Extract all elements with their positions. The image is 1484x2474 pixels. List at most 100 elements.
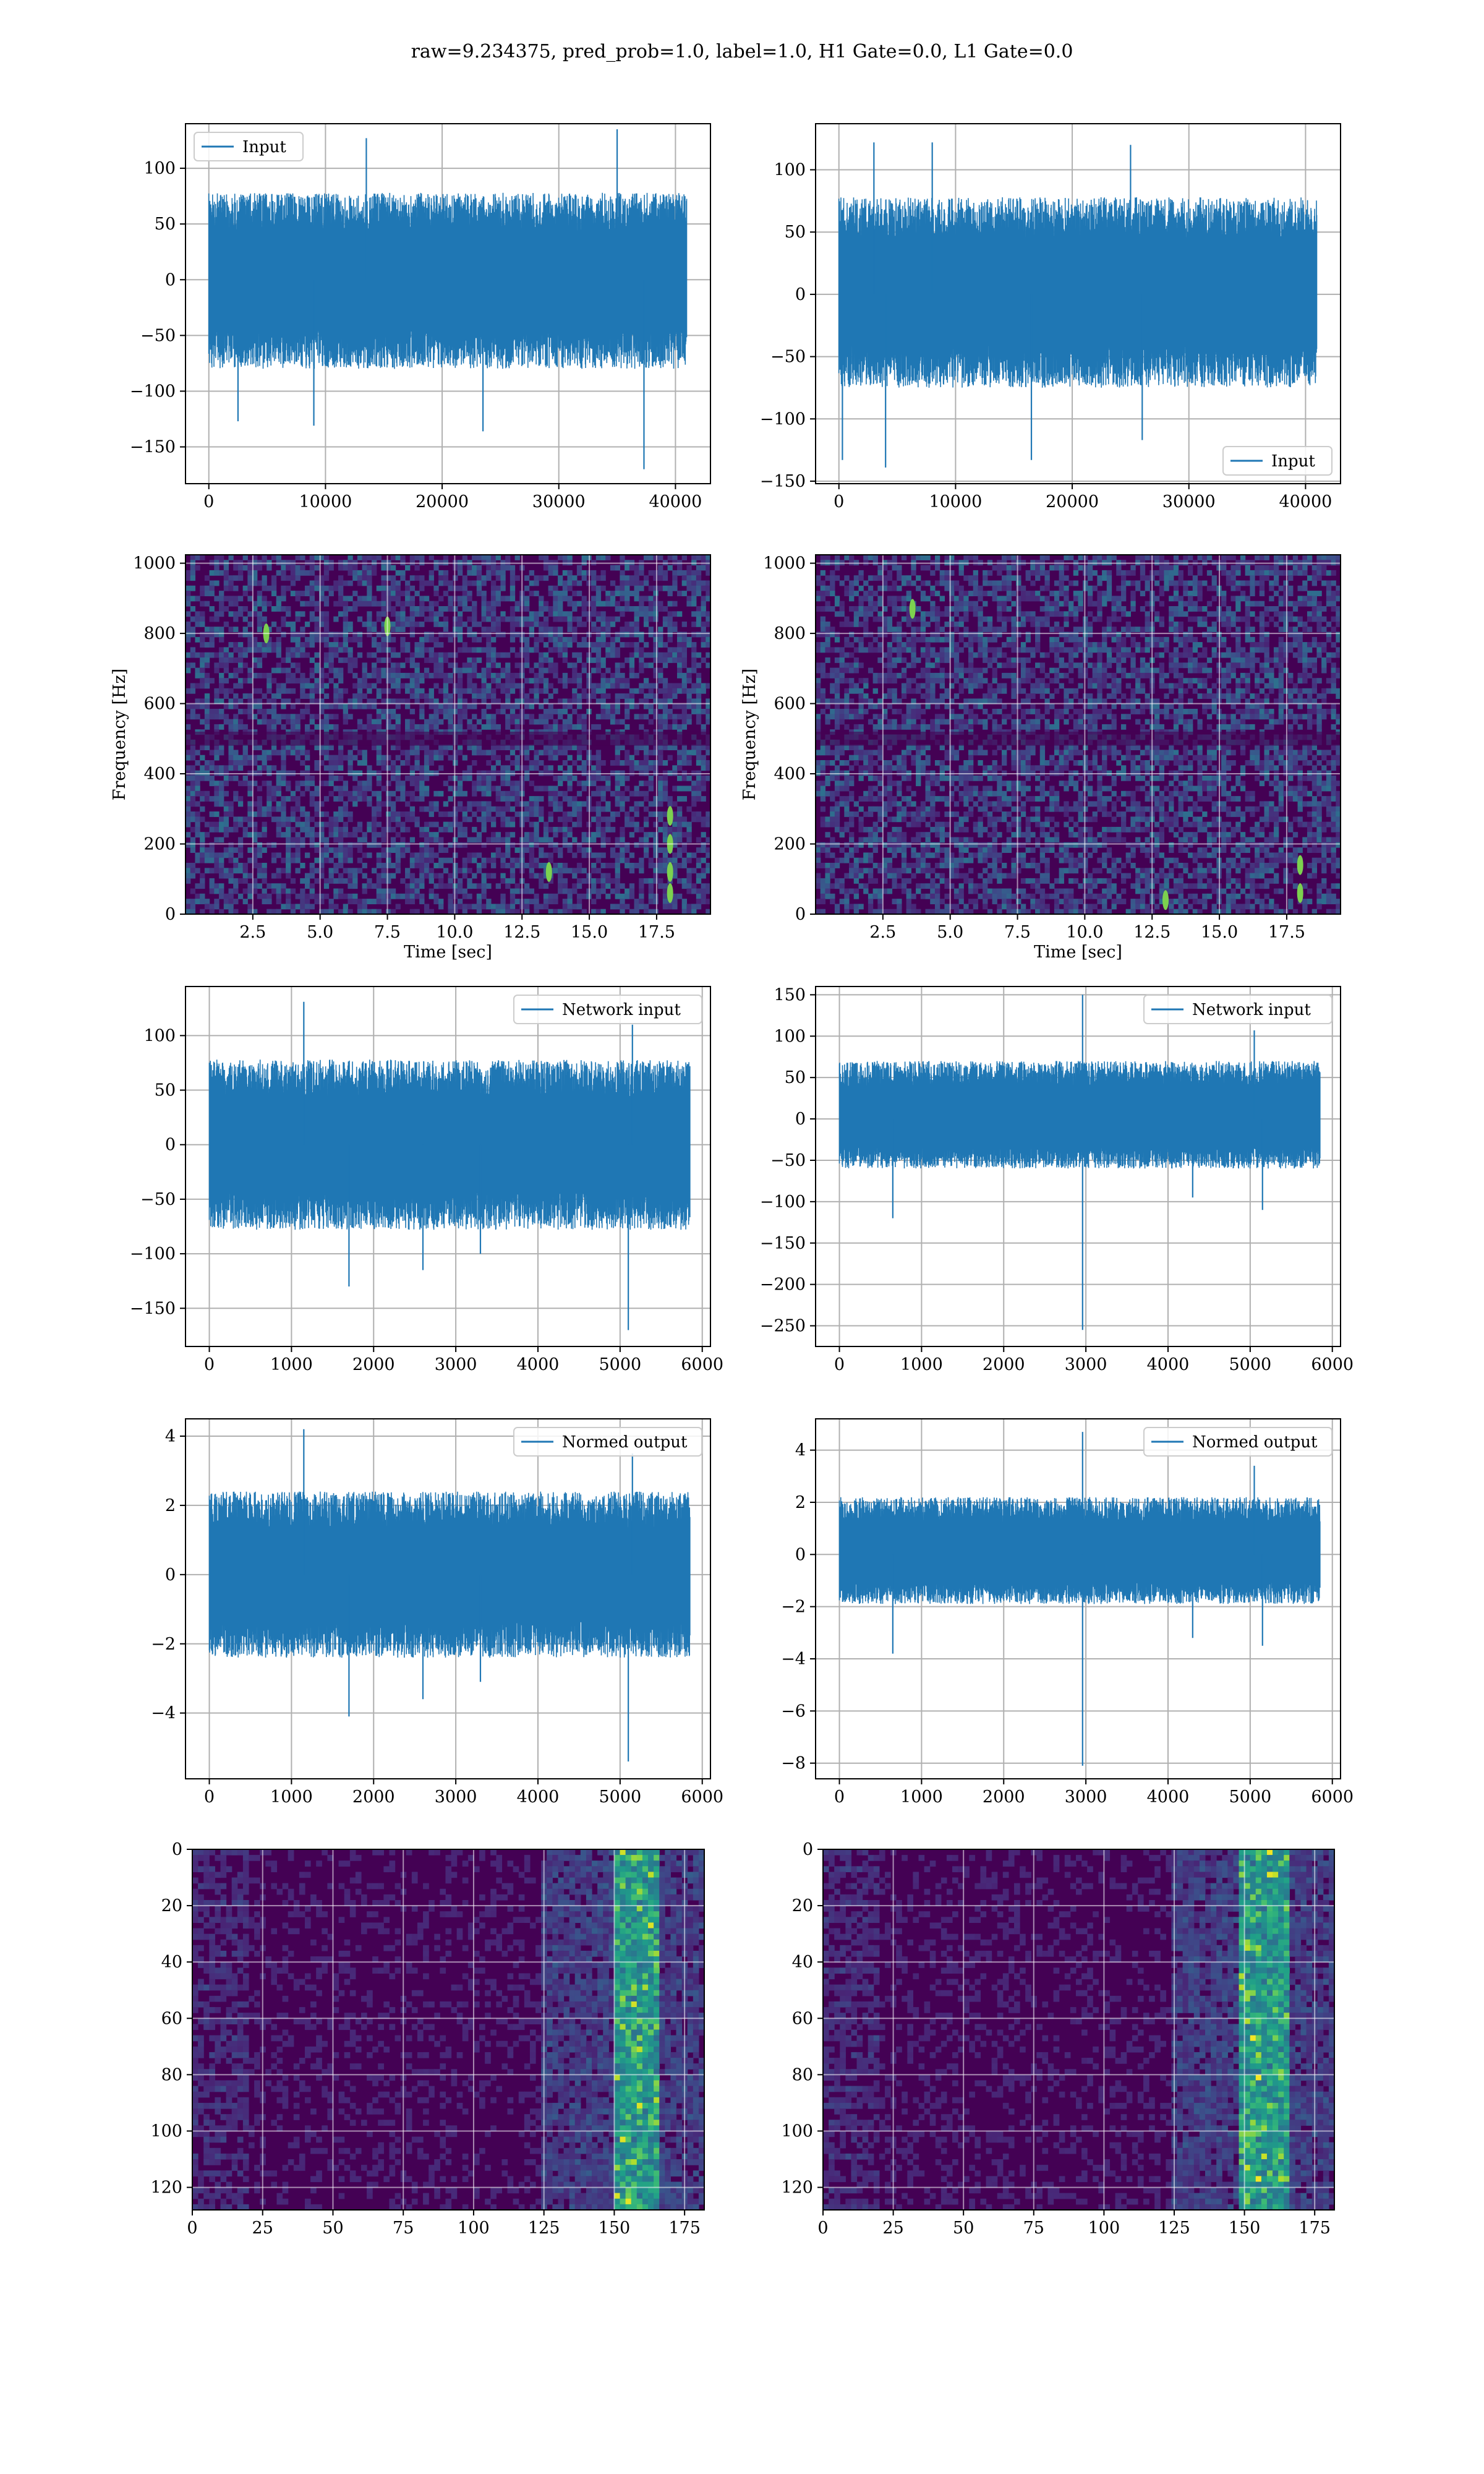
heatmap-cell <box>448 842 453 848</box>
heatmap-cell <box>1264 570 1269 576</box>
heatmap-cell <box>381 888 386 894</box>
heatmap-cell <box>639 842 644 848</box>
heatmap-cell <box>237 570 244 576</box>
heatmap-cell <box>319 750 325 756</box>
heatmap-cell <box>672 785 678 792</box>
heatmap-cell <box>381 698 386 704</box>
heatmap-cell <box>481 698 487 704</box>
heatmap-cell <box>281 801 286 807</box>
heatmap-cell <box>252 909 258 914</box>
heatmap-cell <box>314 893 320 899</box>
heatmap-cell <box>233 847 239 853</box>
heatmap-cell <box>333 904 339 910</box>
heatmap-cell <box>386 863 391 868</box>
heatmap-cell <box>357 616 363 622</box>
heatmap-cell <box>853 575 859 581</box>
heatmap-cell <box>481 601 487 607</box>
heatmap-cell <box>467 678 472 684</box>
heatmap-cell <box>438 703 444 709</box>
heatmap-cell <box>600 760 606 766</box>
heatmap-cell <box>490 585 497 591</box>
heatmap-cell <box>1130 570 1136 576</box>
heatmap-cell <box>615 636 620 643</box>
heatmap-cell <box>262 719 267 725</box>
heatmap-cell <box>214 826 220 833</box>
heatmap-cell <box>615 606 620 612</box>
heatmap-cell <box>524 806 530 812</box>
heatmap-cell <box>390 606 396 612</box>
heatmap-cell <box>595 775 602 781</box>
heatmap-cell <box>433 642 439 648</box>
heatmap-cell <box>581 575 587 581</box>
heatmap-cell <box>1269 570 1274 576</box>
heatmap-cell <box>629 606 635 612</box>
heatmap-cell <box>195 760 200 766</box>
heatmap-cell <box>490 755 497 761</box>
heatmap-cell <box>257 627 263 633</box>
heatmap-cell <box>390 714 396 720</box>
heatmap-cell <box>648 883 654 889</box>
heatmap-cell <box>1039 555 1046 560</box>
heatmap-cell <box>405 683 411 689</box>
heatmap-cell <box>419 847 425 853</box>
heatmap-cell <box>300 790 305 797</box>
heatmap-cell <box>701 857 706 863</box>
heatmap-cell <box>424 765 430 771</box>
heatmap-cell <box>648 719 654 725</box>
heatmap-cell <box>338 750 344 756</box>
heatmap-cell <box>424 909 430 914</box>
heatmap-cell <box>639 585 644 591</box>
heatmap-cell <box>505 832 511 838</box>
heatmap-cell <box>1097 555 1102 560</box>
heatmap-cell <box>223 904 229 910</box>
heatmap-cell <box>214 801 220 807</box>
heatmap-cell <box>386 909 391 914</box>
heatmap-cell <box>314 821 320 828</box>
heatmap-cell <box>190 775 196 781</box>
heatmap-cell <box>1102 570 1107 576</box>
heatmap-cell <box>581 785 587 792</box>
heatmap-cell <box>1078 565 1083 571</box>
heatmap-cell <box>462 775 467 781</box>
heatmap-cell <box>490 714 497 720</box>
heatmap-cell <box>233 821 239 828</box>
heatmap-cell <box>314 760 320 766</box>
heatmap-cell <box>672 555 678 560</box>
heatmap-cell <box>1044 575 1050 581</box>
heatmap-cell <box>419 765 425 771</box>
heatmap-cell <box>701 580 706 586</box>
heatmap-cell <box>1064 565 1069 571</box>
heatmap-cell <box>271 606 277 612</box>
heatmap-cell <box>1245 580 1250 586</box>
heatmap-cell <box>237 893 244 899</box>
heatmap-cell <box>448 596 453 602</box>
heatmap-cell <box>634 570 639 576</box>
heatmap-cell <box>539 575 544 581</box>
heatmap-cell <box>648 801 654 807</box>
heatmap-cell <box>386 667 391 674</box>
heatmap-cell <box>639 647 644 653</box>
heatmap-cell <box>409 601 416 607</box>
heatmap-cell <box>576 821 582 828</box>
heatmap-cell <box>429 847 434 853</box>
heatmap-cell <box>639 667 644 674</box>
heatmap-cell <box>457 832 463 838</box>
heatmap-cell <box>553 611 558 617</box>
heatmap-cell <box>433 662 439 669</box>
heatmap-cell <box>662 678 668 684</box>
heatmap-cell <box>467 627 472 633</box>
heatmap-cell <box>352 893 358 899</box>
heatmap-cell <box>300 760 305 766</box>
heatmap-cell <box>476 806 482 812</box>
heatmap-cell <box>257 863 263 868</box>
heatmap-cell <box>286 667 291 674</box>
heatmap-cell <box>419 745 425 750</box>
heatmap-cell <box>214 631 220 638</box>
heatmap-cell <box>681 657 688 663</box>
heatmap-cell <box>643 683 649 689</box>
heatmap-cell <box>309 868 315 874</box>
heatmap-cell <box>620 826 625 833</box>
heatmap-cell <box>242 627 248 633</box>
heatmap-cell <box>286 672 291 678</box>
heatmap-cell <box>262 616 267 622</box>
